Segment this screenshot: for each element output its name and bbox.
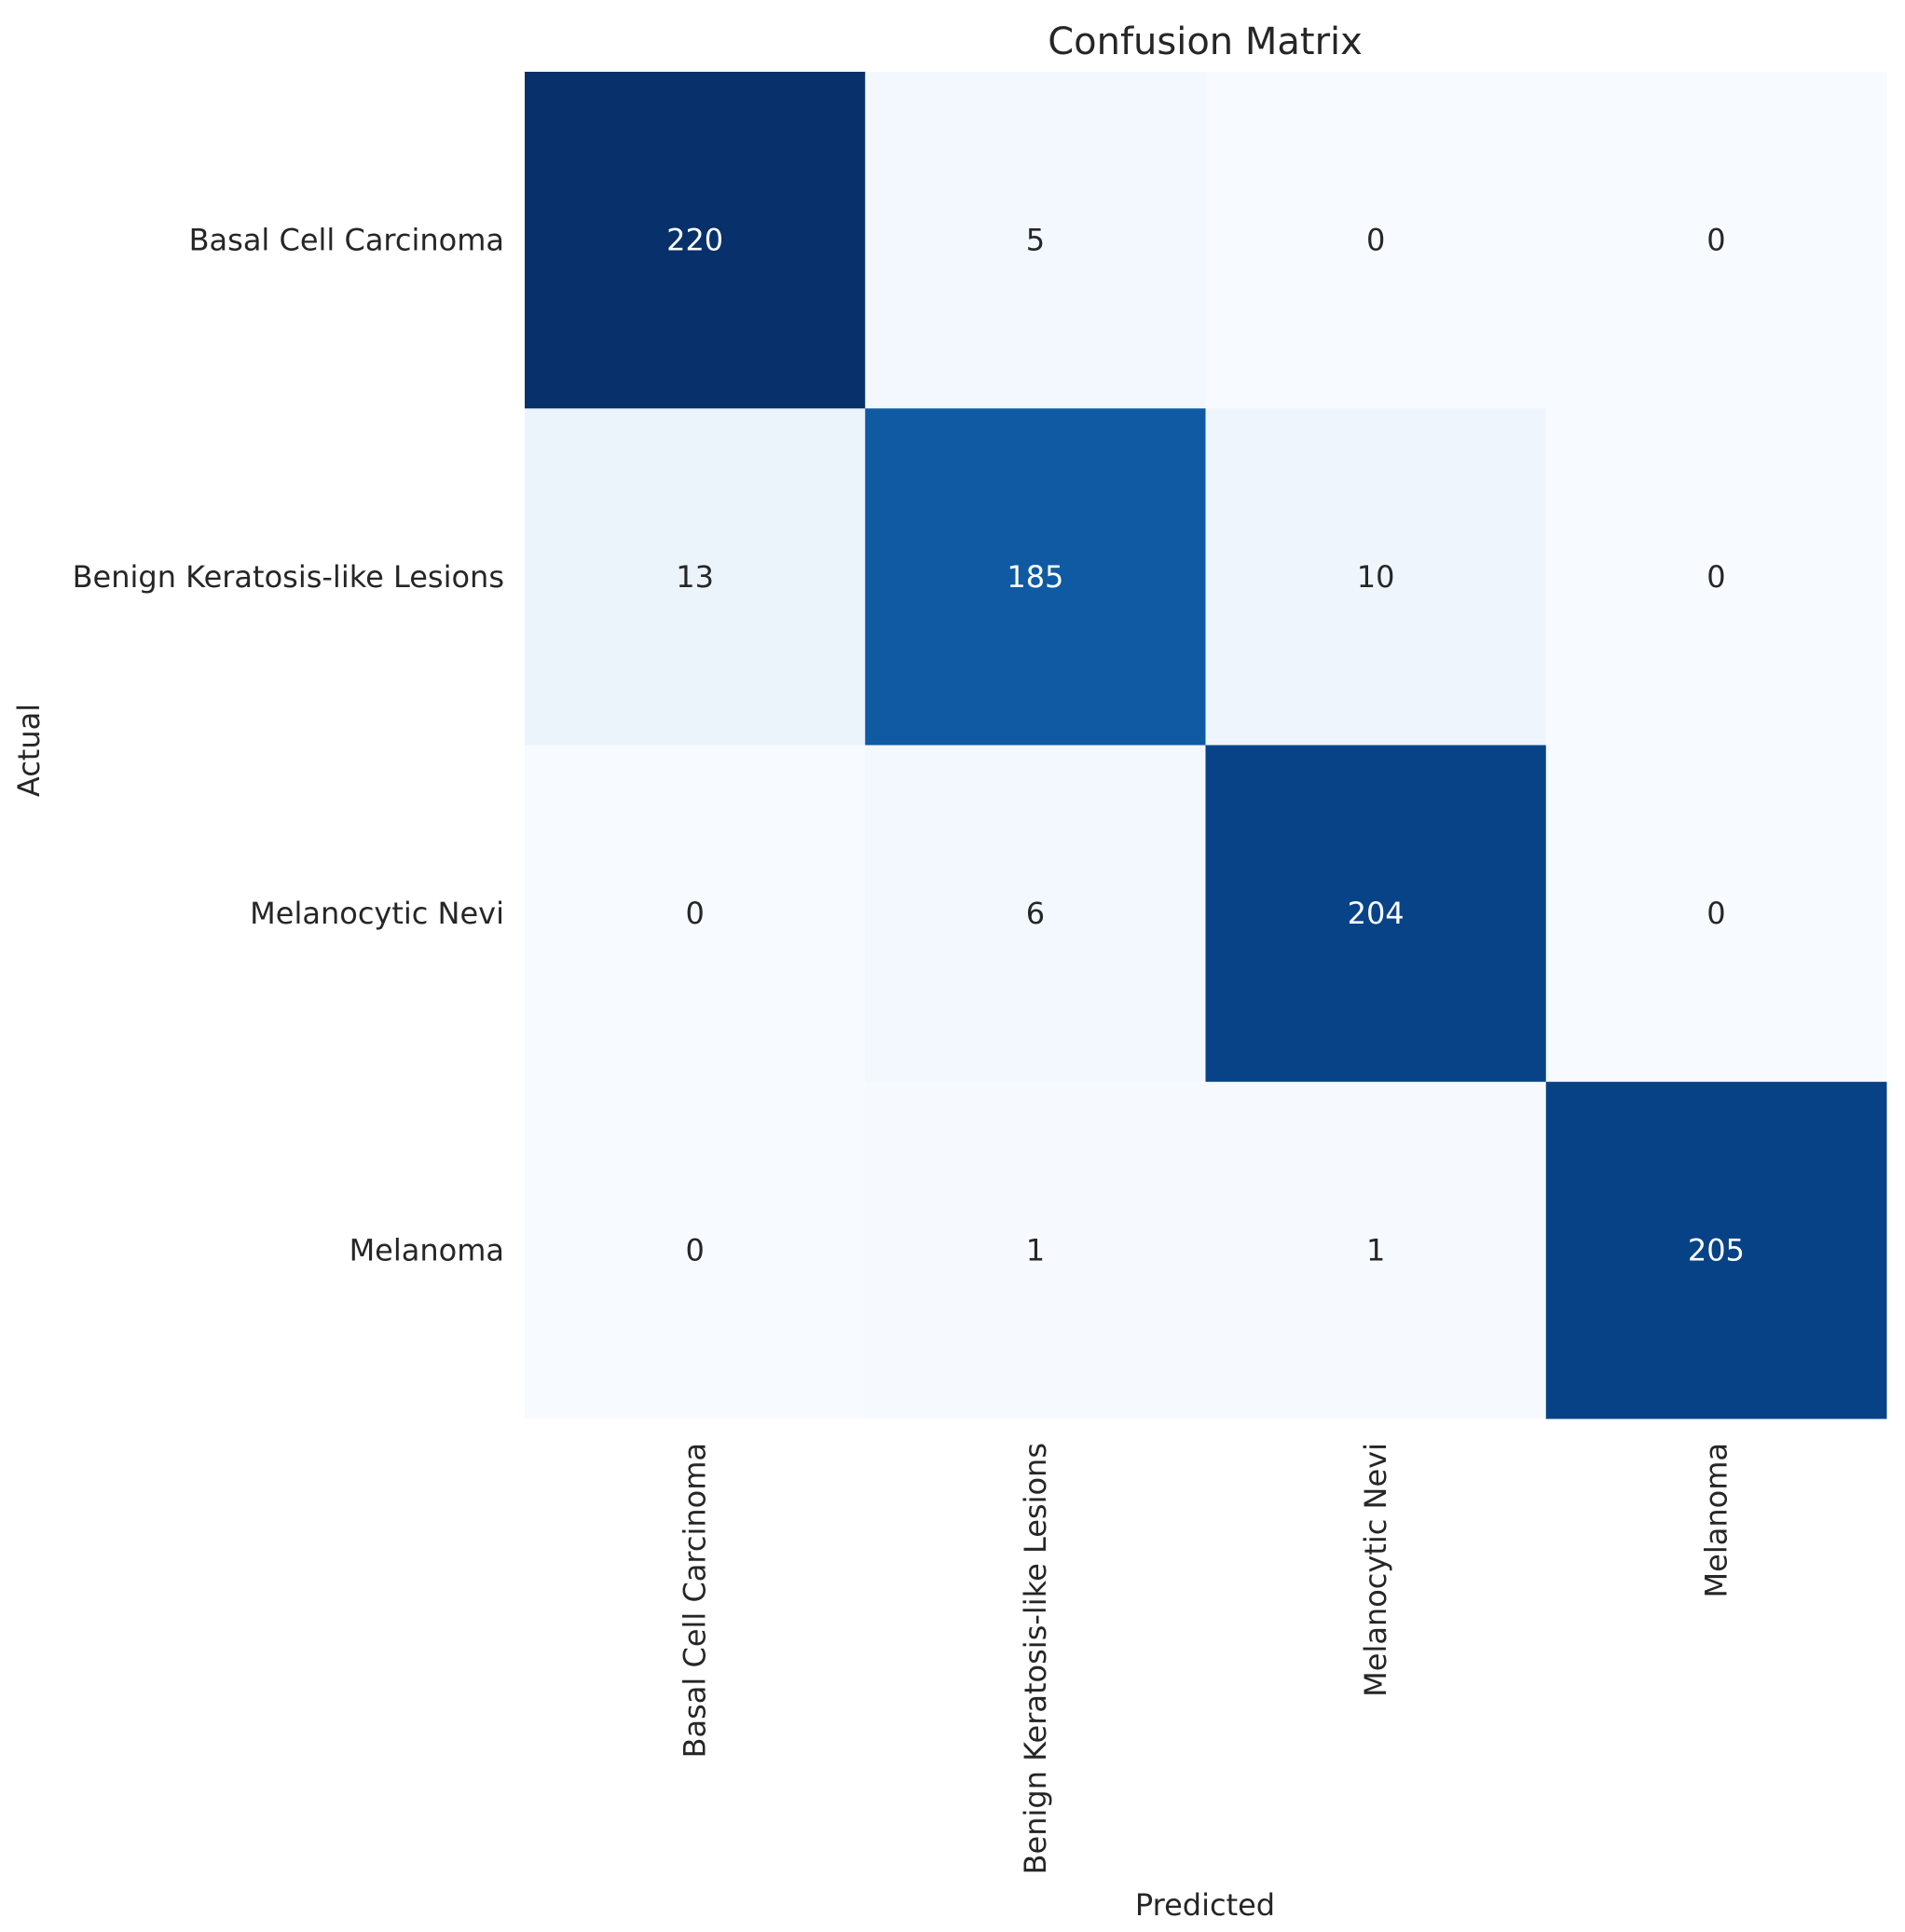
heatmap-cell-r1-c2	[1205, 408, 1547, 746]
x-tick-label: Melanocytic Nevi	[1358, 1443, 1393, 1697]
y-tick-label: Basal Cell Carcinoma	[189, 223, 504, 258]
cell-value-label: 5	[1026, 223, 1045, 258]
cell-value-label: 205	[1688, 1232, 1745, 1267]
y-tick-label: Melanocytic Nevi	[250, 896, 504, 931]
heatmap-cell-r0-c1	[865, 72, 1206, 409]
cell-value-label: 185	[1007, 559, 1063, 595]
heatmap-cell-r3-c2	[1205, 1081, 1547, 1419]
cell-value-label: 6	[1026, 896, 1045, 931]
cell-value-label: 220	[666, 223, 723, 258]
heatmap-cell-r2-c0	[525, 745, 866, 1083]
heatmap-cell-r0-c0	[525, 72, 866, 409]
cell-value-label: 0	[685, 1232, 704, 1267]
x-tick-label: Benign Keratosis-like Lesions	[1018, 1443, 1053, 1874]
x-tick-labels: Basal Cell Carcinoma Benign Keratosis-lik…	[678, 1443, 1734, 1874]
heatmap-cell-r2-c2	[1205, 745, 1547, 1083]
heatmap-cell-r2-c1	[865, 745, 1206, 1083]
cell-value-label: 10	[1357, 559, 1395, 595]
chart-title: Confusion Matrix	[1048, 21, 1363, 63]
heatmap-cell-r2-c3	[1545, 745, 1887, 1083]
y-tick-labels: Basal Cell Carcinoma Benign Keratosis-lik…	[73, 223, 504, 1268]
cell-value-label: 0	[1366, 223, 1385, 258]
heatmap-cells: 220 5 0 0 13 185 10 0 0 6 204 0 0 1 1 205	[525, 72, 1887, 1419]
cell-value-label: 1	[1026, 1232, 1045, 1267]
cell-value-label: 0	[1706, 223, 1725, 258]
cell-value-label: 0	[1706, 896, 1725, 931]
heatmap-cell-r3-c3	[1545, 1081, 1887, 1419]
heatmap-cell-r0-c3	[1545, 72, 1887, 409]
heatmap-cell-r1-c3	[1545, 408, 1887, 746]
heatmap-cell-r1-c0	[525, 408, 866, 746]
heatmap-cell-r1-c1	[865, 408, 1206, 746]
x-axis-label: Predicted	[1135, 1887, 1275, 1923]
heatmap-cell-r3-c0	[525, 1081, 866, 1419]
cell-value-label: 204	[1348, 896, 1405, 931]
heatmap-cell-r0-c2	[1205, 72, 1547, 409]
cell-value-label: 13	[676, 559, 714, 595]
x-tick-label: Melanoma	[1698, 1443, 1734, 1597]
y-tick-label: Melanoma	[349, 1232, 504, 1267]
y-axis-label: Actual	[11, 704, 47, 797]
y-tick-label: Benign Keratosis-like Lesions	[73, 559, 504, 595]
cell-value-label: 0	[685, 896, 704, 931]
cell-value-label: 0	[1706, 559, 1725, 595]
cell-value-label: 1	[1366, 1232, 1385, 1267]
heatmap-cell-r3-c1	[865, 1081, 1206, 1419]
x-tick-label: Basal Cell Carcinoma	[678, 1443, 713, 1758]
